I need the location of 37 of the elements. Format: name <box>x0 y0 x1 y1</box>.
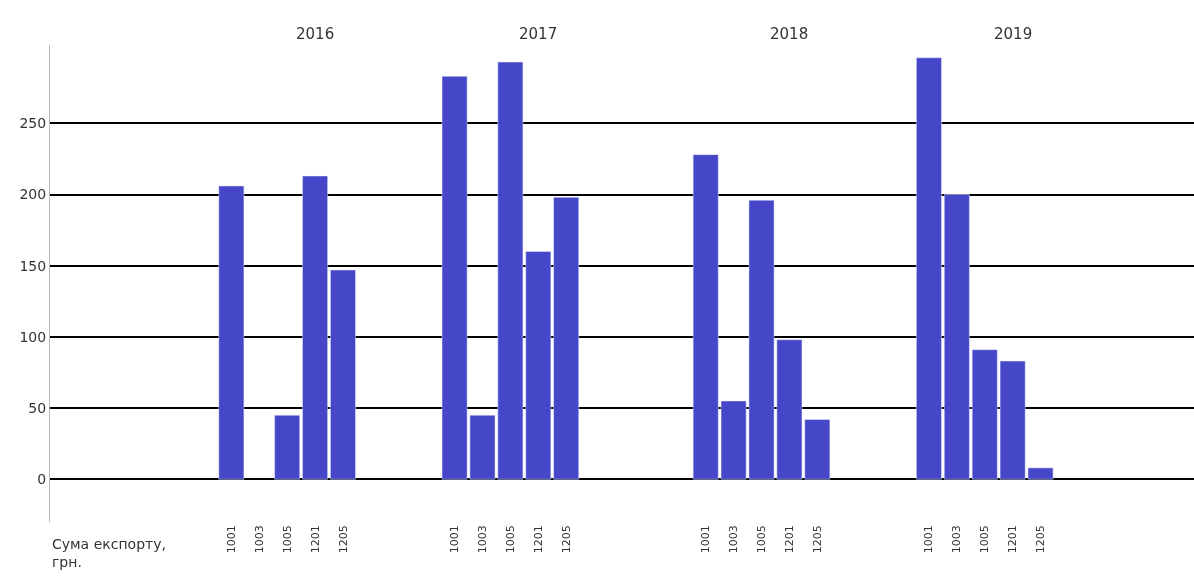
x-tick-label: 1003 <box>950 525 964 554</box>
x-tick-label: 1001 <box>699 525 713 554</box>
y-tick-label: 200 <box>19 186 47 203</box>
y-tick-label: 150 <box>19 257 47 274</box>
y-tick-label: 0 <box>37 471 47 488</box>
bar <box>302 175 328 480</box>
bar <box>274 414 300 480</box>
text: 2019 <box>994 25 1033 43</box>
x-tick-label: 1205 <box>810 525 824 554</box>
text: 2016 <box>296 25 335 43</box>
x-tick-label: 1005 <box>503 525 517 554</box>
x-tick-label: 1003 <box>476 525 490 554</box>
text: 2017 <box>519 25 558 43</box>
x-tick-label: 1205 <box>1034 525 1048 554</box>
text: 2018 <box>770 25 809 43</box>
x-tick-label: 1005 <box>280 525 294 554</box>
text: Сума експорту, грн. <box>52 536 166 571</box>
x-tick-label: 1001 <box>224 525 238 554</box>
x-tick-label: 1005 <box>978 525 992 554</box>
bar <box>916 57 942 480</box>
x-tick-label: 1201 <box>531 525 545 554</box>
y-tick-label: 100 <box>19 328 47 345</box>
x-tick-label: 1205 <box>336 525 350 554</box>
x-tick-label: 1005 <box>755 525 769 554</box>
x-tick-label: 1001 <box>448 525 462 554</box>
x-tick-label: 1201 <box>308 525 322 554</box>
y-tick-label: 250 <box>19 115 47 132</box>
x-tick-label: 1205 <box>559 525 573 554</box>
bar <box>330 269 356 480</box>
x-tick-label: 1201 <box>1006 525 1020 554</box>
bar <box>218 185 245 480</box>
x-tick-label: 1003 <box>252 525 266 554</box>
x-tick-label: 1001 <box>922 525 936 554</box>
x-tick-label: 1003 <box>727 525 741 554</box>
y-tick-label: 50 <box>28 399 47 416</box>
x-tick-label: 1201 <box>782 525 796 554</box>
bar <box>944 194 970 480</box>
